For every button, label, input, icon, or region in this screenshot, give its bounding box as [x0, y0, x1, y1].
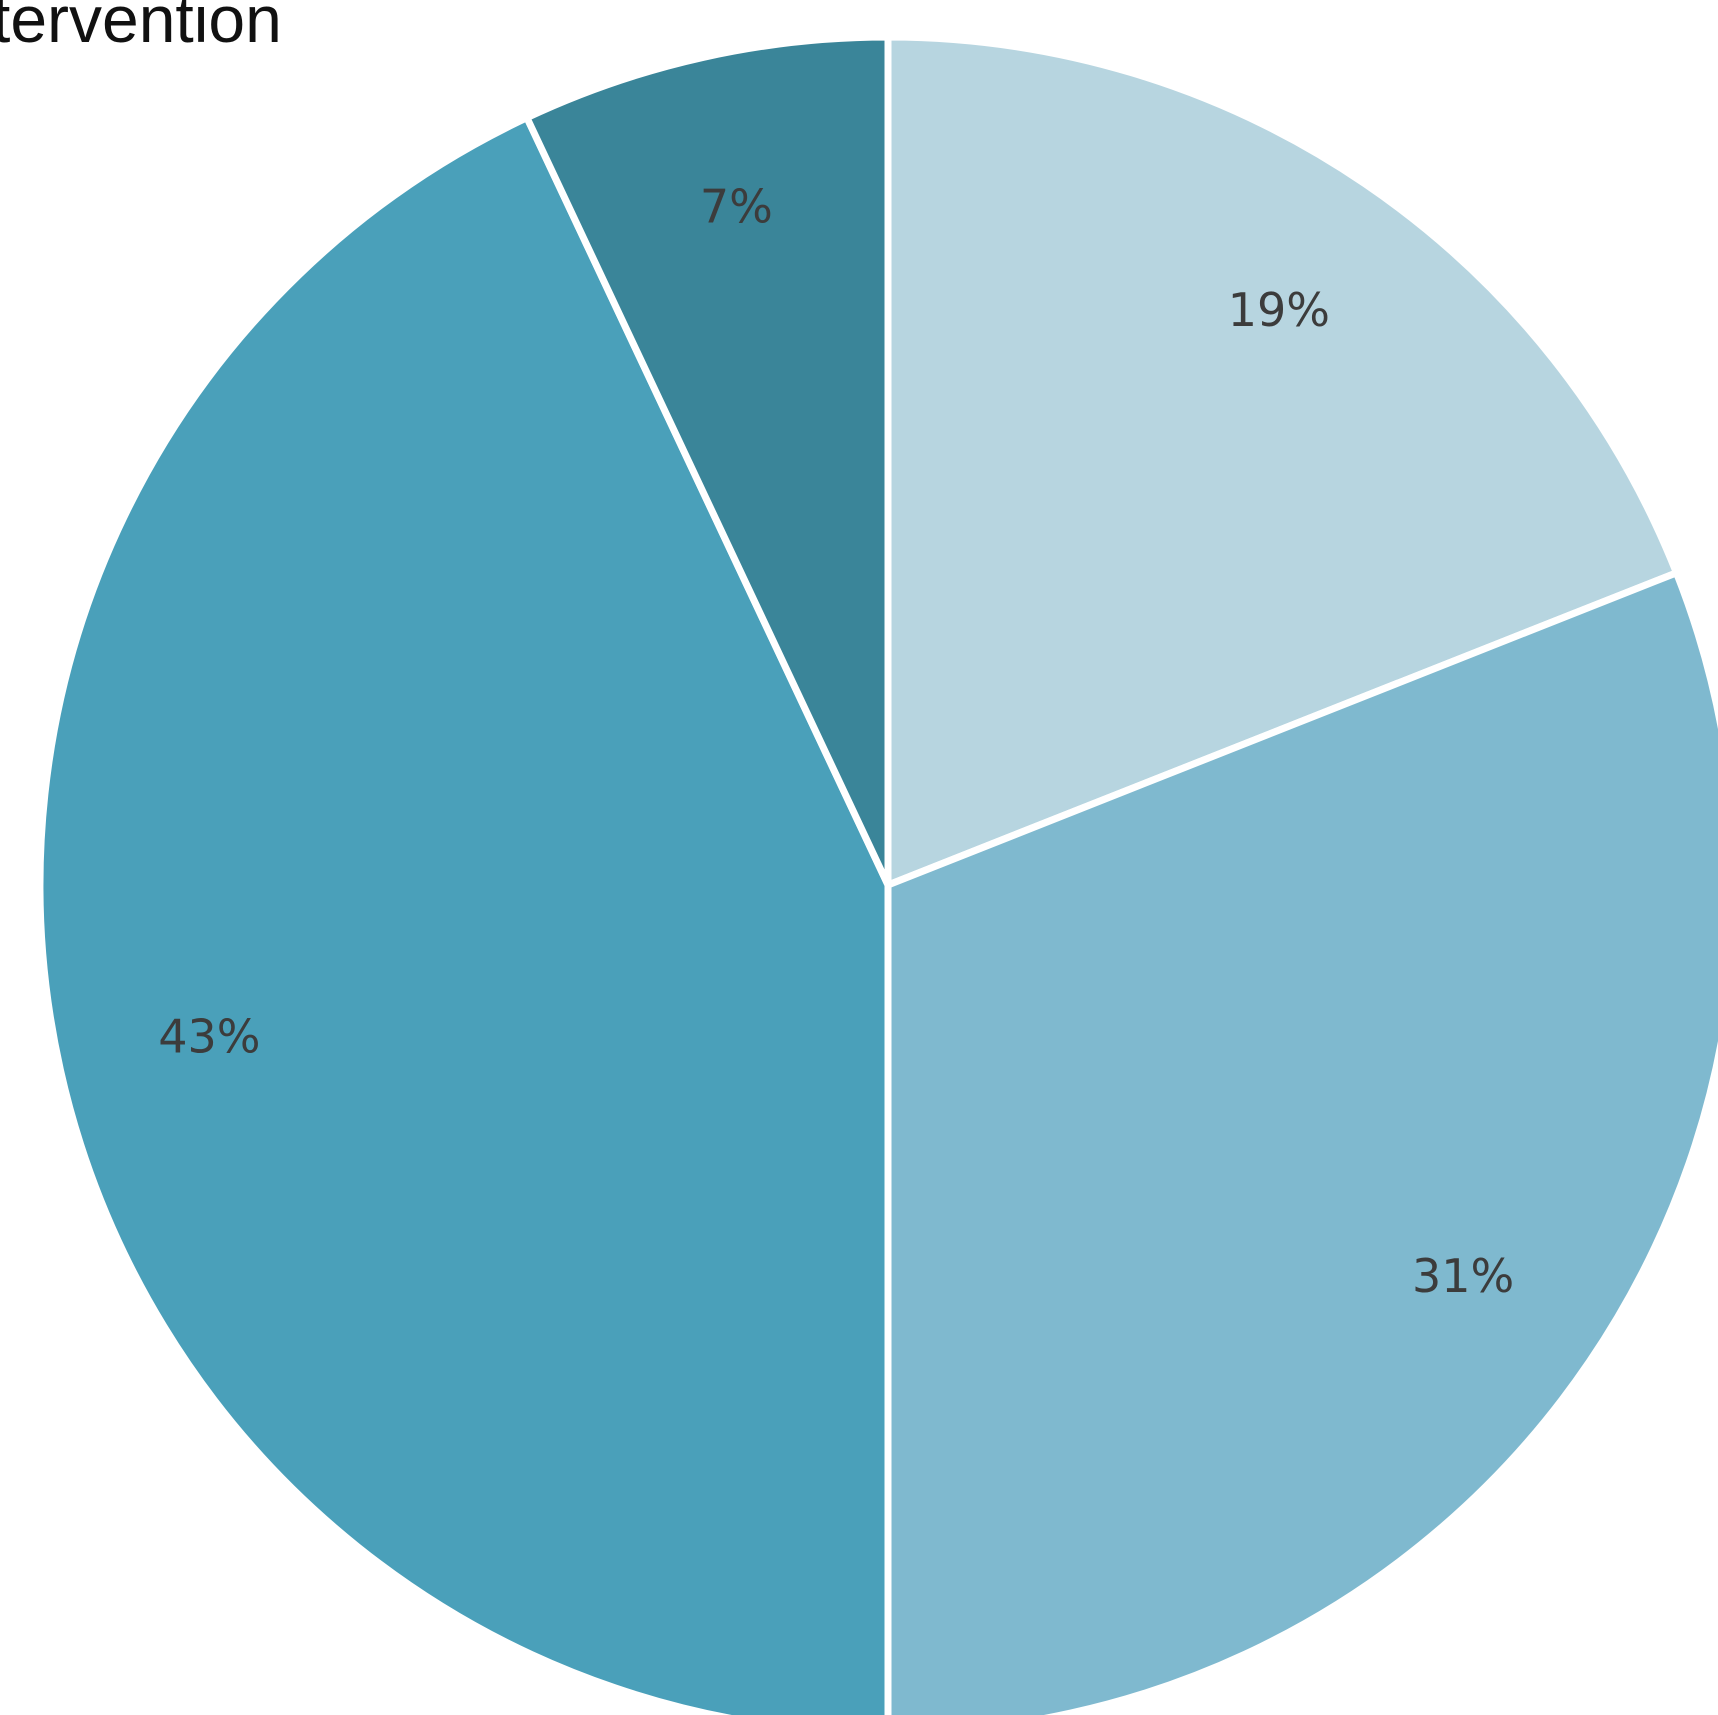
- pie-slice-2: [884, 569, 1718, 1715]
- pie-slice-4: [523, 33, 892, 889]
- chart-title: tervention: [0, 0, 282, 56]
- slice-label-1: 19%: [1228, 283, 1330, 337]
- slice-label-2: 31%: [1412, 1249, 1514, 1303]
- pie-slice-3: [36, 114, 892, 1715]
- slice-label-4: 7%: [700, 179, 773, 233]
- pie-slice-1: [884, 33, 1680, 889]
- slice-label-3: 43%: [158, 1010, 260, 1064]
